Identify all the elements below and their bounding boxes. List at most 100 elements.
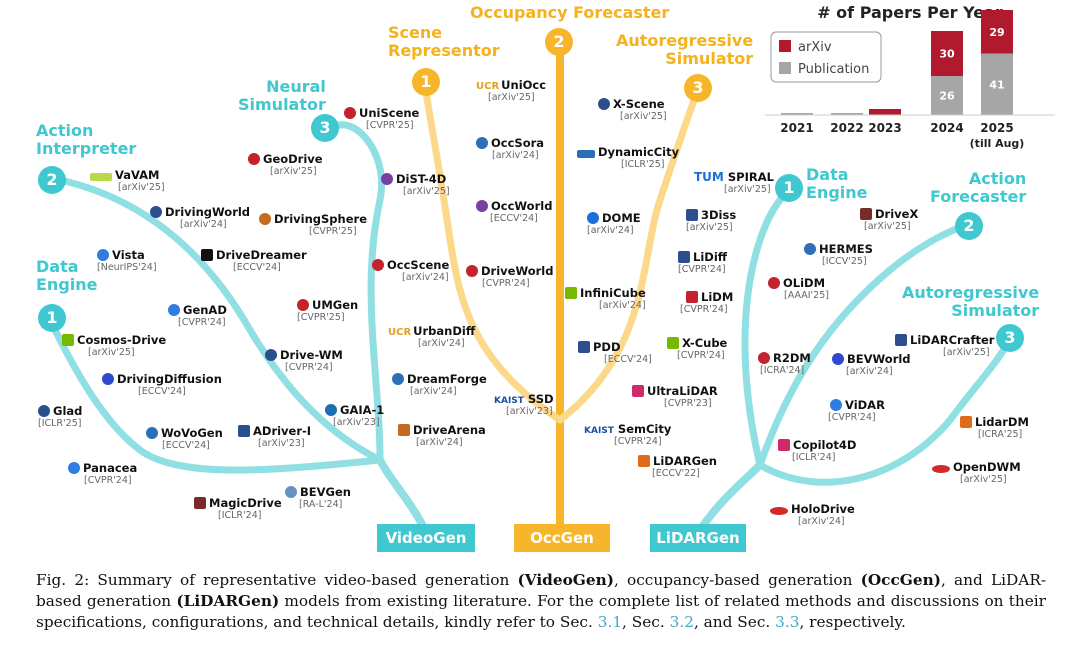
section-link[interactable]: 3.3 — [775, 613, 800, 631]
company-logo-icon — [238, 425, 250, 437]
bar-arxiv-2024 — [931, 31, 963, 76]
bar-value-label: 29 — [989, 26, 1004, 39]
model-node: UCR UrbanDiff [arXiv'24] — [388, 324, 476, 349]
action-interpreter-number: 2 — [38, 166, 66, 194]
data-engine-video-label: Data Engine — [36, 257, 98, 294]
baidu-logo-icon — [832, 353, 844, 365]
occ-forecaster-number: 2 — [545, 28, 573, 56]
bar-publication-2025 — [981, 53, 1013, 115]
model-node: Glad [ICLR'25] — [38, 404, 83, 429]
university-logo-icon — [577, 150, 595, 158]
lab-logo-icon — [830, 399, 842, 411]
company-logo-icon — [770, 507, 788, 515]
model-node: HERMES [ICCV'25] — [804, 240, 873, 267]
university-logo-icon — [895, 334, 907, 346]
model-node: DriveDreamer [ECCV'24] — [201, 246, 307, 273]
legend-label-arxiv: arXiv — [798, 40, 832, 55]
section-link[interactable]: 3.1 — [597, 613, 623, 631]
company-logo-icon — [632, 385, 644, 397]
model-node: LiDM [CVPR'24] — [680, 290, 734, 315]
lidargen-branch-data — [741, 186, 792, 469]
legend-swatch-arxiv — [779, 40, 791, 52]
figure-caption: Fig. 2: Summary of representative video-… — [36, 570, 1046, 633]
data-engine-lidar-label: Data Engine — [806, 165, 868, 202]
model-node: Drive-WM [CVPR'24] — [265, 346, 343, 373]
taxonomy-tree — [46, 51, 1014, 534]
university-logo-icon — [960, 416, 972, 428]
lidargen-branch-auto — [756, 334, 1014, 486]
caption-fig: Fig. 2: — [36, 571, 90, 589]
x-tick-label: 2024 — [930, 121, 963, 135]
university-logo-icon — [686, 291, 698, 303]
action-forecaster-label: Action Forecaster — [930, 169, 1027, 206]
lab-logo-icon — [168, 304, 180, 316]
model-node: OccScene [arXiv'24] — [372, 256, 449, 283]
brain-logo-icon — [587, 212, 599, 224]
lab-logo-icon — [97, 249, 109, 261]
model-node: 3Diss [arXiv'25] — [686, 208, 737, 233]
videogen-branch-action — [56, 176, 384, 464]
ucr-logo-icon: UCR — [388, 327, 412, 338]
model-node: OLiDM [AAAI'25] — [768, 274, 829, 301]
x-tick-sublabel: (till Aug) — [970, 137, 1025, 150]
autoreg-sim-lidar-label: Autoregressive Simulator — [902, 283, 1040, 320]
caption-text: Summary of representative video-based ge… — [89, 571, 518, 589]
university-logo-icon — [265, 349, 277, 361]
occgen-root: OccGen — [514, 524, 610, 552]
videogen-branch-data — [46, 316, 384, 474]
chart-title: # of Papers Per Year — [817, 3, 1003, 22]
lidargen-root: LiDARGen — [650, 524, 746, 552]
university-logo-icon — [372, 259, 384, 271]
university-logo-icon — [768, 277, 780, 289]
model-node: DrivingSphere [CVPR'25] — [259, 210, 367, 237]
university-logo-icon — [285, 486, 297, 498]
company-logo-icon — [932, 465, 950, 473]
bar-value-label: 30 — [939, 48, 955, 61]
university-logo-icon — [344, 107, 356, 119]
university-logo-icon — [248, 153, 260, 165]
model-node: DriveArena [arXiv'24] — [398, 421, 486, 448]
model-node: UniScene [CVPR'25] — [344, 104, 419, 131]
model-node: LidarDM [ICRA'25] — [960, 413, 1029, 440]
nvidia-logo-icon — [62, 334, 74, 346]
baidu-logo-icon — [102, 373, 114, 385]
autoreg-sim-lidar-number: 3 — [996, 324, 1024, 352]
bar-arxiv-2025 — [981, 10, 1013, 54]
university-logo-icon — [297, 299, 309, 311]
model-node: DrivingDiffusion [ECCV'24] — [102, 370, 222, 397]
caption-text: models from existing literature. For the… — [36, 592, 1046, 631]
chart-legend: arXiv Publication — [770, 31, 882, 83]
model-node: DrivingWorld [arXiv'24] — [150, 203, 250, 230]
action-interpreter-label: Action Interpreter — [36, 121, 137, 158]
videogen-branch-neural — [326, 121, 385, 464]
occgen-branch-auto — [556, 86, 702, 424]
university-logo-icon — [598, 98, 610, 110]
bar-publication-2024 — [931, 76, 963, 115]
caption-bold: (LiDARGen) — [176, 592, 280, 610]
model-node: X-Cube [CVPR'24] — [667, 334, 727, 361]
model-node: OccWorld [ECCV'24] — [476, 197, 552, 224]
x-tick-label: 2022 — [830, 121, 863, 135]
data-engine-lidar-number: 1 — [775, 174, 803, 202]
university-logo-icon — [860, 208, 872, 220]
caption-bold: (VideoGen) — [517, 571, 614, 589]
valeo-logo-icon — [90, 173, 112, 181]
bar-value-label: 26 — [939, 90, 955, 103]
chart-x-labels: 2021 2022 2023 2024 2025 (till Aug) — [780, 121, 1024, 150]
autoreg-sim-occ-label: Autoregressive Simulator — [616, 31, 754, 68]
university-logo-icon — [392, 373, 404, 385]
model-node: DriveX [arXiv'25] — [860, 205, 918, 232]
bar-value-label: 41 — [989, 78, 1004, 91]
company-logo-icon — [778, 439, 790, 451]
lidargen-trunk — [696, 461, 764, 534]
wayve-logo-icon — [325, 404, 337, 416]
model-node: BEVGen [RA-L'24] — [285, 483, 351, 510]
model-node: ADriver-I [arXiv'23] — [238, 422, 311, 449]
section-link[interactable]: 3.2 — [669, 613, 694, 631]
university-logo-icon — [476, 200, 488, 212]
model-node: UCR UniOcc [arXiv'25] — [476, 78, 547, 103]
caption-text: , occupancy-based generation — [613, 571, 861, 589]
model-node: X-Scene [arXiv'25] — [598, 95, 667, 122]
university-logo-icon — [758, 352, 770, 364]
autoreg-sim-occ-number: 3 — [684, 74, 712, 102]
